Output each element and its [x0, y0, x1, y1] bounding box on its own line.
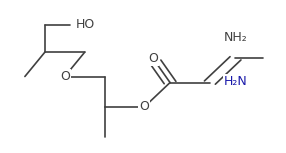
Text: NH₂: NH₂ — [224, 31, 247, 44]
Text: O: O — [140, 100, 149, 113]
Text: O: O — [148, 52, 158, 65]
Text: HO: HO — [76, 19, 95, 32]
Text: O: O — [60, 70, 70, 83]
Text: H₂N: H₂N — [224, 75, 247, 88]
